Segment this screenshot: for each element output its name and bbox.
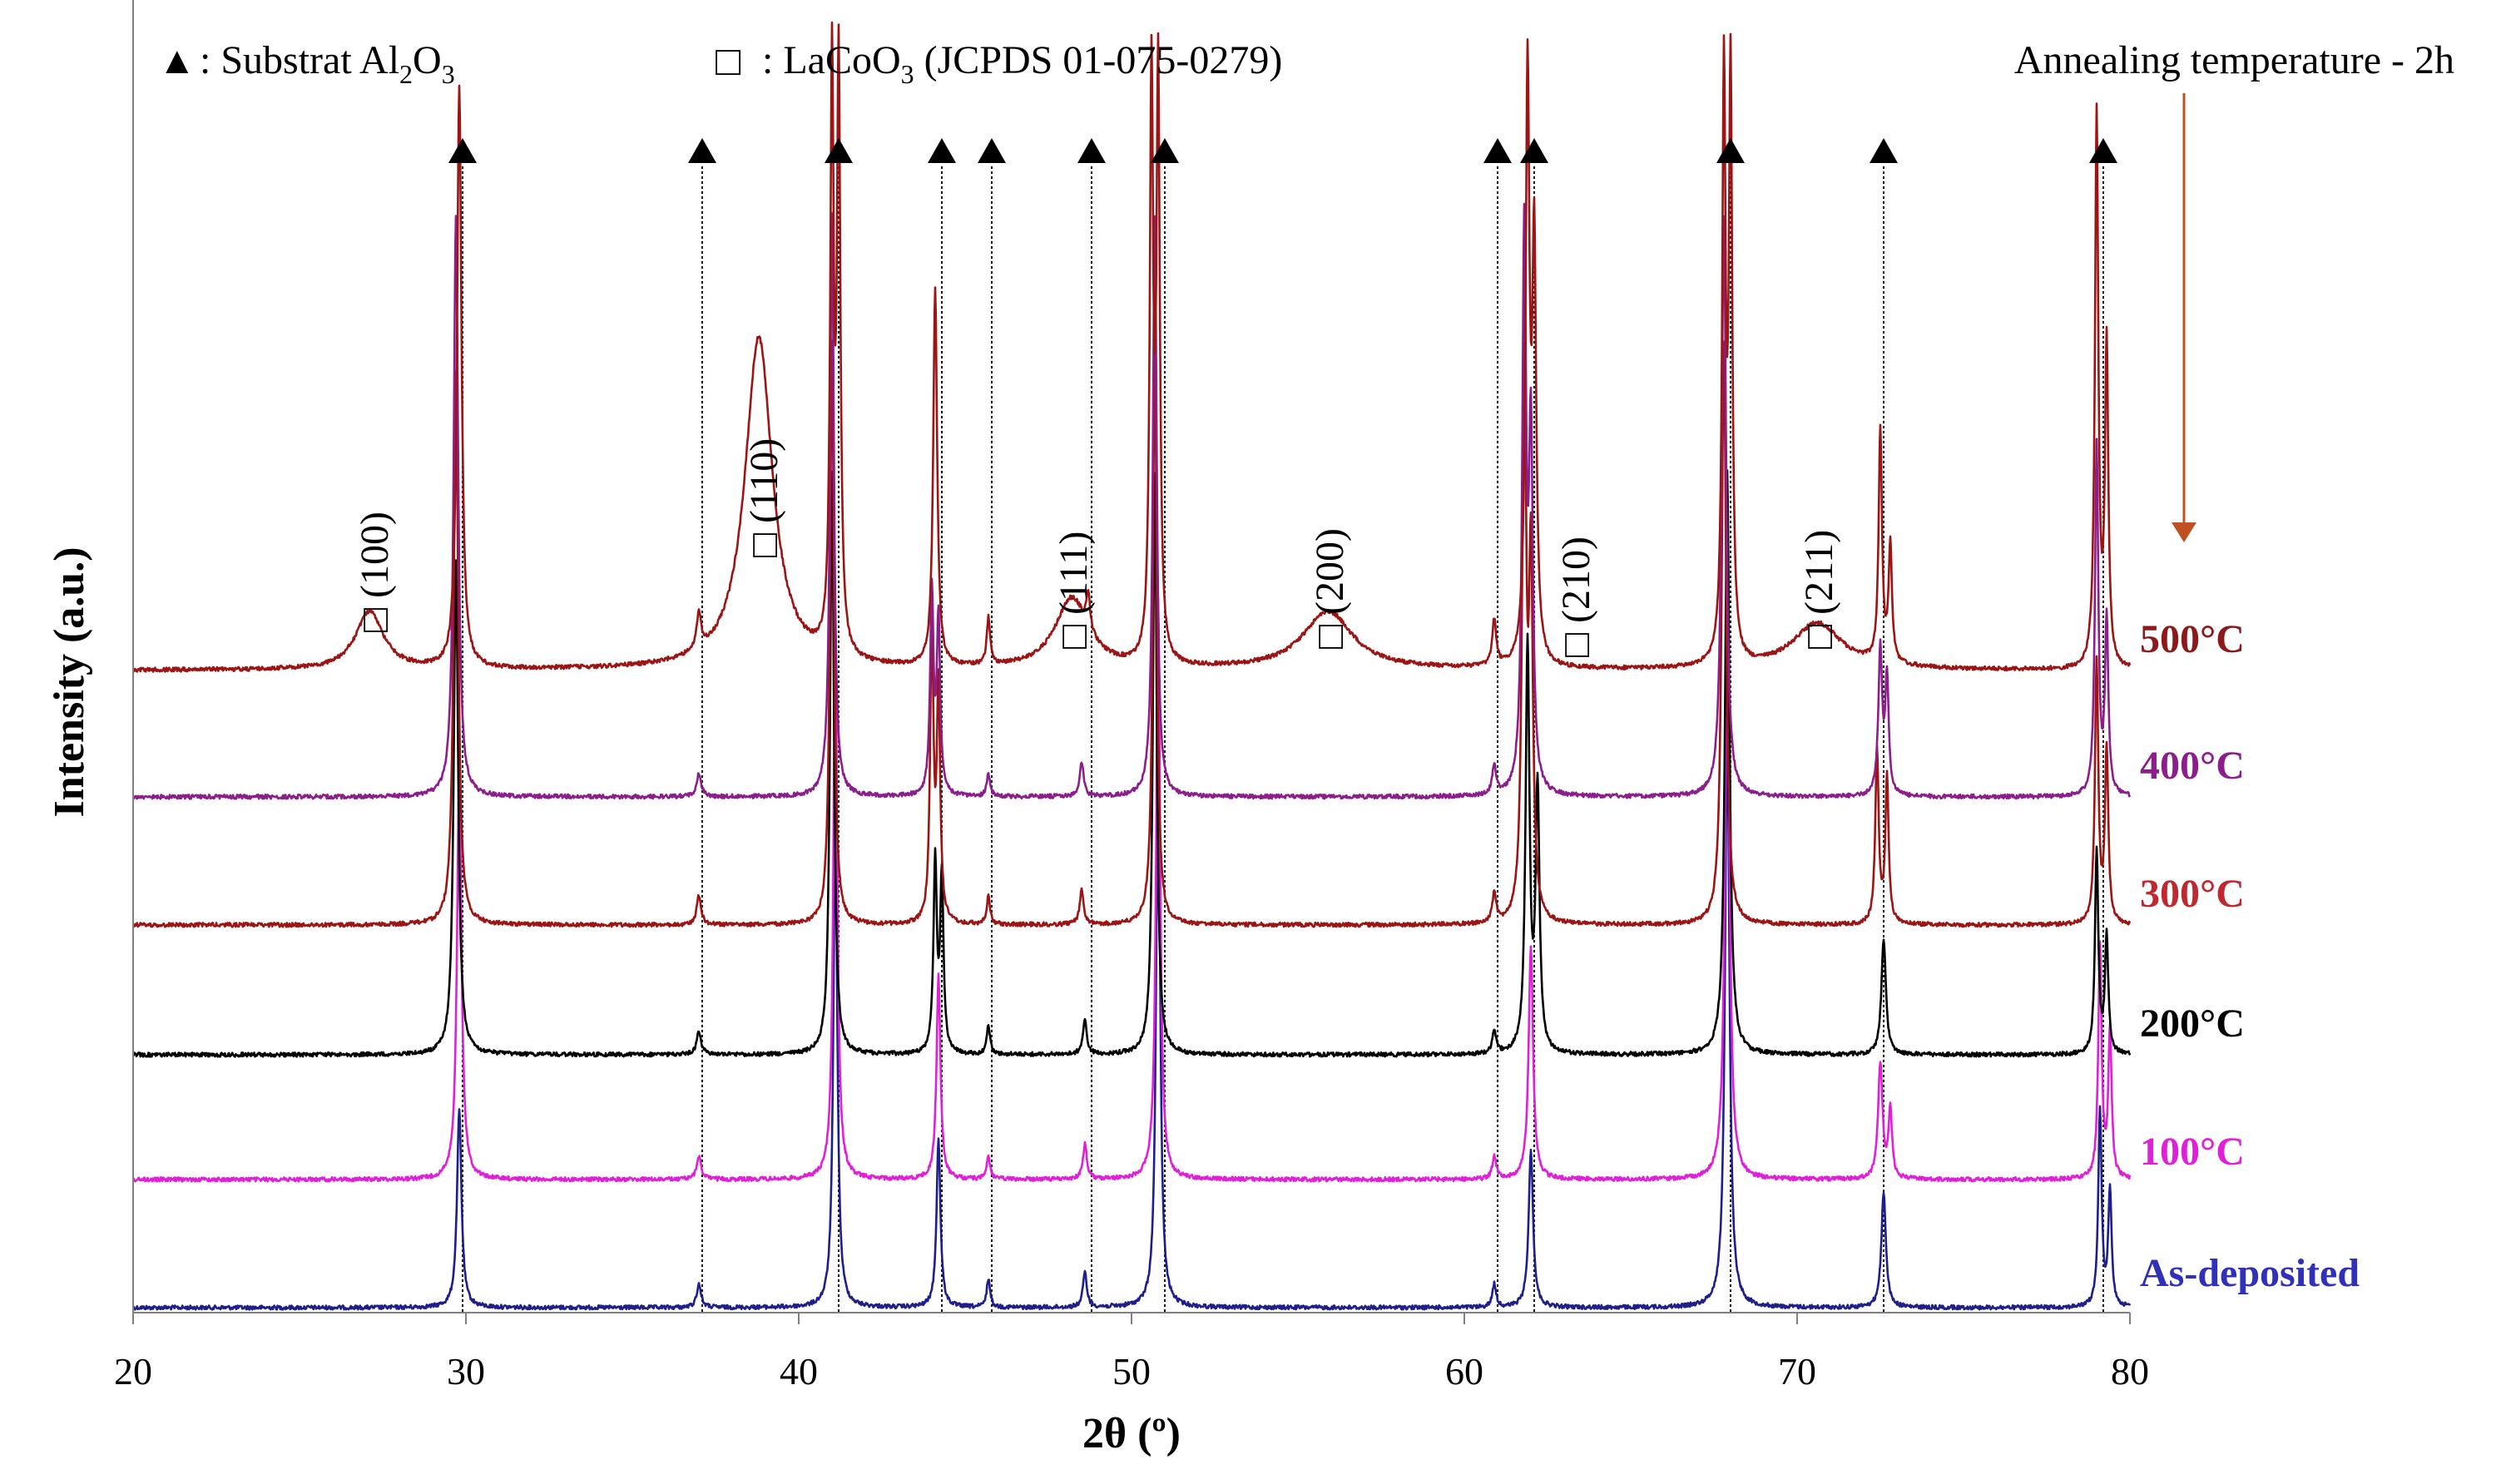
substrate-triangle-marker (1483, 138, 1512, 163)
lacoo3-peak-label: □ (111) (1052, 532, 1096, 649)
series-labels: As-deposited 100°C 200°C 300°C 400°C 500°C (2140, 617, 2360, 1295)
series-trace (131, 21, 2132, 673)
lacoo3-peak-label: □ (210) (1554, 537, 1598, 657)
substrate-triangle-marker (1520, 138, 1548, 163)
series-trace (132, 302, 2132, 928)
legend-lacoo3-text: : LaCoO3 (JCPDS 01-075-0279) (762, 38, 1282, 89)
series-trace (132, 594, 2132, 1183)
lacoo3-peak-labels: □ (100) □ (110) □ (111) □ (200) □ (210) □ (21… (353, 438, 1841, 657)
legend: ▲ : Substrat Al2O3 □ : LaCoO3 (JCPDS 01-… (158, 37, 1282, 89)
substrate-reference-lines (462, 166, 2104, 1313)
substrate-triangle-marker (928, 138, 956, 163)
x-tick-label: 40 (780, 1350, 818, 1392)
substrate-triangle-marker (448, 138, 477, 163)
annealing-arrow (2172, 93, 2196, 542)
series-label: 500°C (2140, 617, 2245, 661)
legend-substrate-text: : Substrat Al2O3 (200, 38, 455, 89)
lacoo3-peak-label: □ (200) (1308, 528, 1352, 649)
substrate-triangle-marker (688, 138, 716, 163)
series-trace (132, 202, 2132, 800)
substrate-triangle-marker (1077, 138, 1106, 163)
series-group (131, 21, 2132, 1311)
series-trace (131, 469, 2132, 1058)
legend-substrate-symbol: ▲ (158, 39, 196, 82)
legend-lacoo3-symbol: □ (716, 37, 741, 84)
lacoo3-peak-label: □ (100) (353, 512, 397, 632)
x-tick-label: 20 (114, 1350, 152, 1392)
series-label: As-deposited (2140, 1251, 2360, 1295)
x-tick-label: 50 (1112, 1350, 1151, 1392)
series-label: 400°C (2140, 744, 2245, 788)
x-tick-label: 30 (447, 1350, 485, 1392)
substrate-markers (448, 138, 2117, 163)
annealing-annotation: Annealing temperature - 2h (2014, 38, 2454, 82)
lacoo3-peak-label: □ (211) (1797, 530, 1841, 649)
series-label: 300°C (2140, 872, 2245, 916)
x-ticks: 20 30 40 50 60 70 80 (114, 1313, 2149, 1392)
substrate-triangle-marker (825, 138, 853, 163)
substrate-triangle-marker (978, 138, 1006, 163)
x-tick-label: 80 (2111, 1350, 2149, 1392)
y-axis-title: Intensity (a.u.) (46, 547, 93, 817)
substrate-triangle-marker (1716, 138, 1745, 163)
substrate-triangle-marker (1151, 138, 1179, 163)
substrate-triangle-marker (2089, 138, 2117, 163)
x-axis-title: 2θ (º) (1082, 1410, 1181, 1457)
series-label: 100°C (2140, 1130, 2245, 1174)
lacoo3-peak-label: □ (110) (742, 438, 786, 557)
x-tick-label: 70 (1778, 1350, 1816, 1392)
x-tick-label: 60 (1445, 1350, 1483, 1392)
axes (132, 0, 2130, 1313)
substrate-triangle-marker (1870, 138, 1898, 163)
series-label: 200°C (2140, 1002, 2245, 1046)
series-trace (131, 722, 2132, 1311)
